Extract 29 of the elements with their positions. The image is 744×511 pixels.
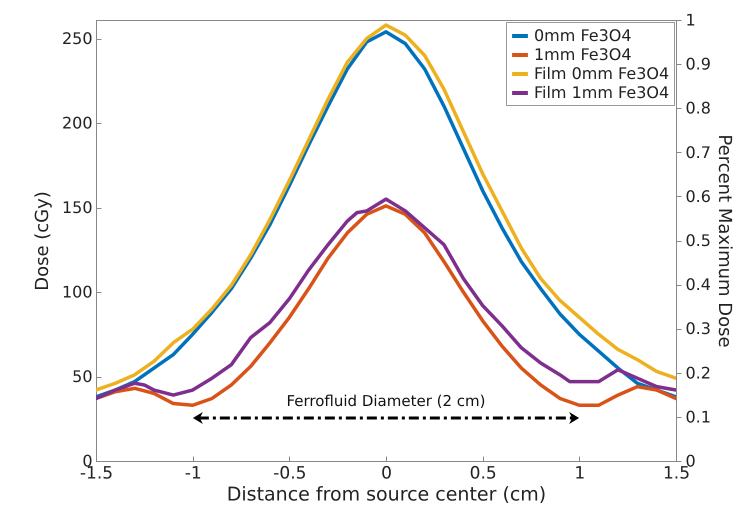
y2-tick-label: 0.8	[686, 98, 711, 118]
y2-tick-label: 1	[686, 10, 696, 30]
y2-tick-label: 0.7	[686, 142, 711, 162]
y2-tick-label: 0	[686, 452, 696, 470]
y2-tick-label: 0.2	[686, 363, 711, 382]
x-tick-label: 0.5	[470, 464, 497, 484]
y2-tick-label: 0.9	[686, 54, 711, 74]
legend-label: Film 0mm Fe3O4	[534, 64, 670, 83]
x-tick-label: 1	[574, 464, 586, 484]
y-tick-label: 250	[62, 29, 92, 48]
y2-tick-label: 0.6	[686, 186, 711, 206]
legend-label: 0mm Fe3O4	[534, 26, 632, 45]
legend-label: 1mm Fe3O4	[534, 45, 632, 64]
y2-tick-label: 0.3	[686, 319, 711, 338]
x-axis-title: Distance from source center (cm)	[226, 484, 546, 506]
y-axis-title: Dose (cGy)	[32, 191, 53, 291]
x-tick-label: -0.5	[273, 464, 306, 484]
legend-label: Film 1mm Fe3O4	[534, 83, 670, 102]
y-tick-label: 200	[62, 114, 92, 133]
x-tick-label: -1	[184, 464, 202, 484]
y2-axis-title: Percent Maximum Dose	[714, 134, 735, 348]
annotation: Ferrofluid Diameter (2 cm)	[286, 392, 486, 410]
y-tick-label: 50	[72, 367, 92, 386]
x-tick-label: 0	[381, 464, 392, 484]
y-tick-label: 100	[62, 282, 92, 302]
y2-tick-label: 0.1	[686, 407, 711, 426]
y2-tick-label: 0.5	[686, 231, 711, 250]
y-tick-label: 150	[62, 198, 92, 218]
y2-tick-label: 0.4	[686, 275, 711, 294]
